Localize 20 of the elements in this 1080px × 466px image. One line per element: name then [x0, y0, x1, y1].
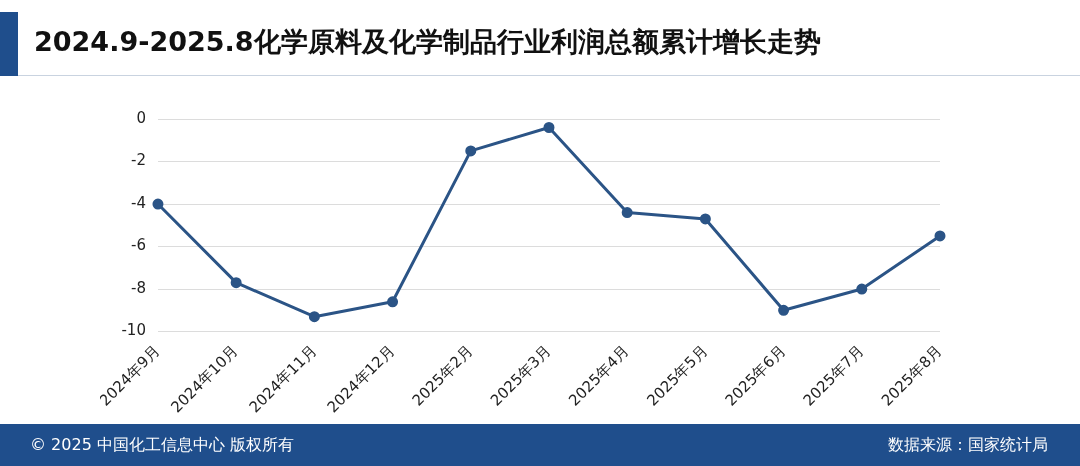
- chart-title: 2024.9-2025.8化学原料及化学制品行业利润总额累计增长走势: [34, 25, 821, 59]
- point: [856, 283, 868, 295]
- point: [543, 122, 555, 133]
- point: [308, 311, 320, 323]
- y-tick-label: -4: [130, 193, 146, 212]
- point: [465, 145, 477, 157]
- point: [778, 304, 790, 316]
- y-tick-label: -8: [130, 278, 146, 297]
- point: [230, 277, 242, 289]
- point: [152, 198, 164, 210]
- source-note: 数据来源：国家统计局: [888, 435, 1048, 456]
- y-tick-label: -6: [130, 236, 146, 255]
- y-tick-label: -10: [121, 321, 146, 340]
- text: © 2025 中国化工信息中心 版权所有: [30, 435, 294, 456]
- point: [387, 296, 399, 308]
- point: [621, 207, 633, 219]
- point: [699, 213, 711, 225]
- point: [934, 230, 946, 242]
- y-tick-label: -2: [130, 151, 146, 170]
- y-tick-label: 0: [136, 108, 146, 127]
